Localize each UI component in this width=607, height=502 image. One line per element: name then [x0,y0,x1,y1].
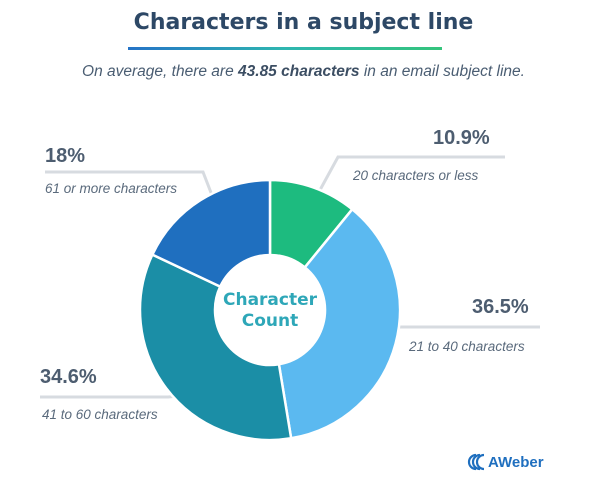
subtitle-suffix: in an email subject line. [359,63,525,80]
slice-percent-label: 36.5% [472,296,529,318]
slice-category-label: 61 or more characters [45,181,178,196]
aweber-logo-icon [467,453,485,471]
leader-line [318,155,505,191]
leader-line [40,393,191,399]
donut-slice [277,207,402,440]
slice-category-label: 20 characters or less [353,168,479,183]
aweber-logo-text: AWeber [488,453,544,471]
subtitle-highlight: 43.85 characters [238,63,360,80]
title-underline [128,47,442,50]
center-label-line-2: Count [241,311,299,331]
chart-title: Characters in a subject line [133,10,474,35]
aweber-logo: AWeber [467,453,544,471]
slice-percent-label: 34.6% [40,366,97,388]
slice-category-label: 21 to 40 characters [409,339,525,354]
slice-category-label: 41 to 60 characters [42,407,158,422]
chart-subtitle: On average, there are 43.85 characters i… [0,63,607,81]
leader-line [45,170,217,204]
slice-percent-label: 10.9% [433,127,490,149]
donut-center-label: Character Count [215,290,325,332]
center-label-line-1: Character [222,290,318,310]
donut-slice [150,178,272,289]
subtitle-prefix: On average, there are [82,63,239,80]
donut-slice [138,252,293,442]
slice-percent-label: 18% [45,145,86,167]
